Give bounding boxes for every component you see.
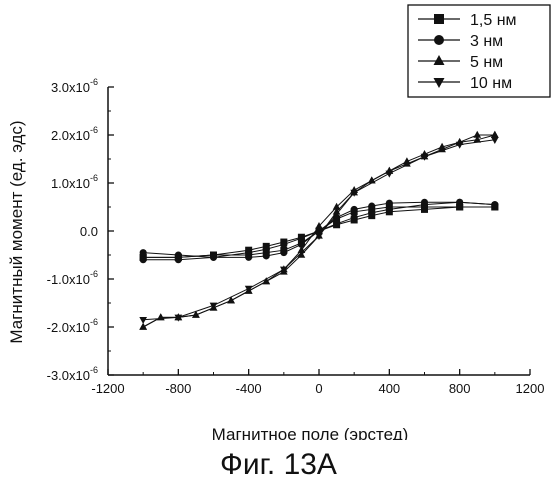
y-tick-label: 3.0x10-6 (51, 77, 98, 95)
data-point (491, 201, 498, 208)
y-tick-label: -1.0x10-6 (47, 269, 98, 287)
data-point (421, 201, 428, 208)
legend-label: 10 нм (470, 75, 512, 92)
x-tick-label: 400 (378, 381, 400, 396)
figure-caption: Фиг. 13А (0, 448, 557, 482)
data-point (491, 131, 499, 138)
data-point (263, 252, 270, 259)
data-point (368, 176, 376, 183)
data-point (351, 206, 358, 213)
data-point (263, 246, 270, 253)
x-axis-label: Магнитное поле (эрстед) (212, 425, 409, 440)
x-tick-label: 800 (449, 381, 471, 396)
data-point (175, 252, 182, 259)
data-point (140, 249, 147, 256)
data-point (174, 315, 182, 322)
y-tick-label: 0.0 (80, 224, 98, 239)
x-tick-label: -800 (165, 381, 191, 396)
legend-label: 3 нм (470, 33, 503, 50)
x-tick-label: 1200 (516, 381, 545, 396)
y-tick-label: 2.0x10-6 (51, 125, 98, 143)
legend: 1,5 нм 3 нм 5 нм 10 нм (408, 5, 550, 97)
data-point (456, 199, 463, 206)
hysteresis-chart: -3.0x10-6 -2.0x10-6 -1.0x10-6 0.0 1.0x10-6 2.… (0, 0, 557, 440)
legend-marker (434, 14, 444, 24)
legend-marker (434, 35, 444, 45)
x-axis: -1200 -800 -400 0 400 800 1200 (91, 369, 544, 396)
legend-label: 1,5 нм (470, 12, 517, 29)
data-point (210, 254, 217, 261)
y-tick-label: -2.0x10-6 (47, 317, 98, 335)
data-point (351, 214, 358, 221)
data-point (386, 206, 393, 213)
x-tick-label: -1200 (91, 381, 124, 396)
data-point (139, 317, 147, 324)
data-point (280, 249, 287, 256)
data-point (368, 209, 375, 216)
plot-area (139, 131, 498, 330)
y-axis: -3.0x10-6 -2.0x10-6 -1.0x10-6 0.0 1.0x10-6 2.… (47, 77, 114, 383)
x-tick-label: -400 (236, 381, 262, 396)
data-point (386, 200, 393, 207)
data-point (140, 256, 147, 263)
y-tick-label: -3.0x10-6 (47, 365, 98, 383)
data-point (333, 220, 340, 227)
data-point (245, 254, 252, 261)
legend-label: 5 нм (470, 54, 503, 71)
y-tick-label: 1.0x10-6 (51, 173, 98, 191)
data-point (385, 171, 393, 178)
data-point (280, 241, 287, 248)
x-tick-label: 0 (315, 381, 322, 396)
data-point (368, 203, 375, 210)
y-axis-label: Магнитный момент (ед. эдс) (7, 120, 26, 343)
data-point (298, 235, 305, 242)
